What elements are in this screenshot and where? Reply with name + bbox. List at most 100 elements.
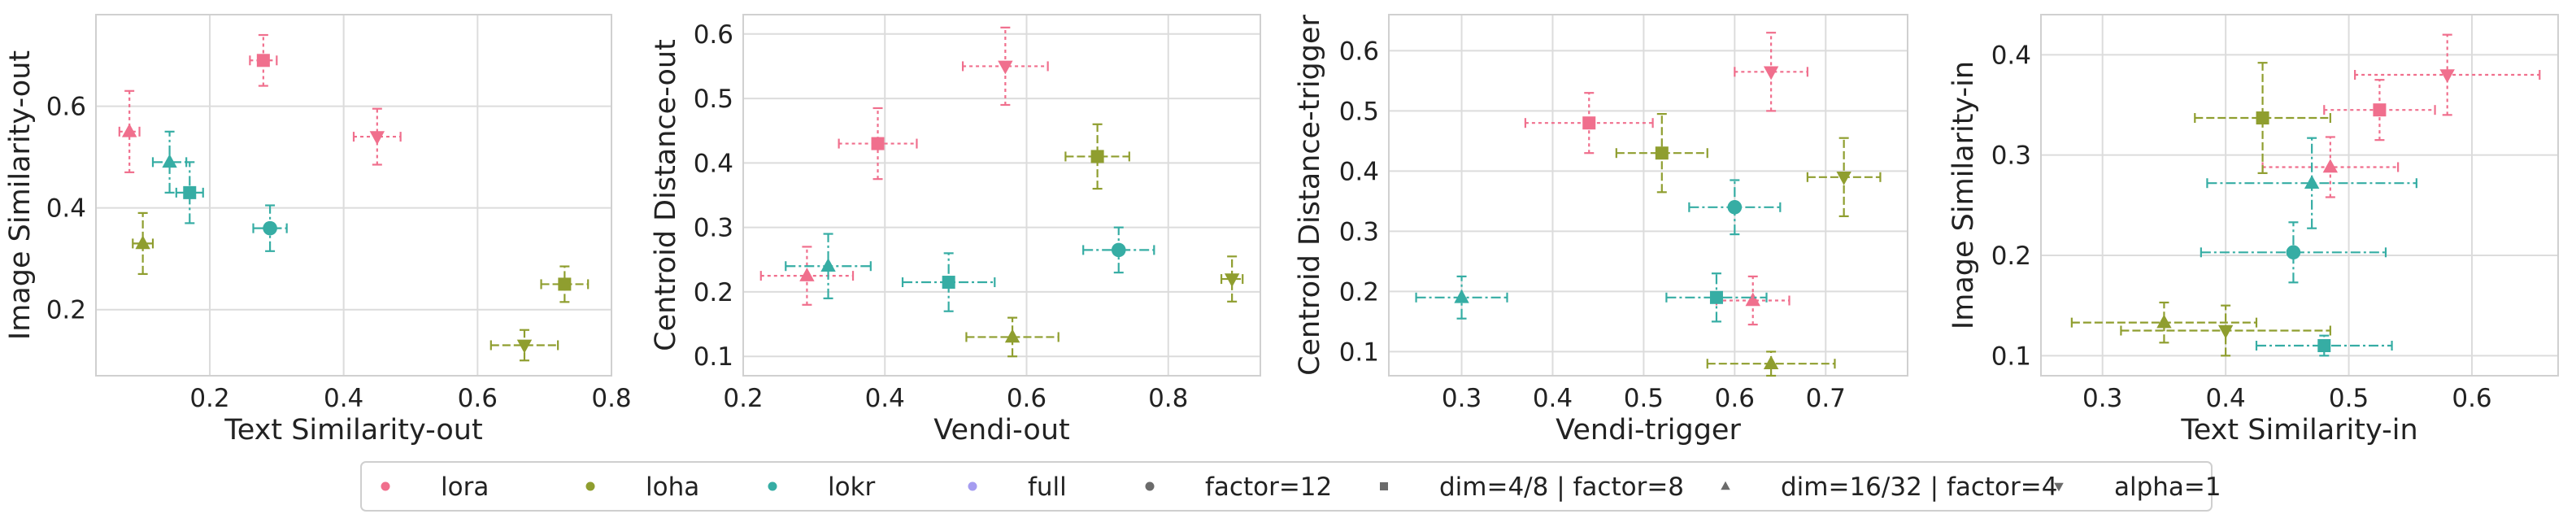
legend-marker [768, 481, 777, 491]
x-tick-label: 0.4 [2205, 384, 2245, 413]
point-marker [369, 131, 385, 146]
point-marker [1727, 200, 1743, 215]
point-marker [1111, 242, 1126, 258]
data-point-lora-square [1524, 92, 1654, 155]
point-marker [1004, 329, 1020, 343]
y-tick-label: 0.4 [1339, 157, 1379, 186]
legend-marker [381, 481, 390, 491]
data-point-lora-triangle-up [2261, 136, 2400, 198]
point-marker [2217, 324, 2234, 339]
data-point-loha-square [2194, 62, 2331, 174]
x-tick-label: 0.3 [1442, 384, 1482, 413]
point-marker [1224, 273, 1240, 288]
y-tick-label: 0.1 [1339, 338, 1379, 367]
x-tick-label: 0.6 [1007, 384, 1046, 413]
point-marker [871, 137, 885, 150]
point-marker [121, 123, 137, 137]
data-point-loha-triangle-down [1806, 137, 1882, 217]
x-axis-label: Text Similarity-out [224, 414, 482, 446]
y-tick-label: 0.2 [1991, 242, 2031, 271]
data-point-lora-triangle-up [1715, 275, 1791, 326]
point-marker [2304, 175, 2320, 189]
chart-panel-2: 0.2 0.4 0.6 0.80.10.20.30.40.50.6Vendi-outC… [650, 14, 1261, 446]
data-point-lokr-triangle-up [2206, 137, 2417, 229]
legend-entry: full [968, 473, 1067, 502]
y-tick-label: 0.2 [694, 278, 733, 307]
y-tick-label: 0.6 [46, 93, 86, 122]
data-point-lokr-square [2255, 334, 2393, 357]
legend-entry: dim=16/32 | factor=4 [1721, 473, 2057, 502]
legend-label: loha [646, 473, 699, 502]
legend-entry: dim=4/8 | factor=8 [1380, 473, 1684, 502]
point-marker [1655, 146, 1669, 160]
x-tick-label: 0.8 [1148, 384, 1188, 413]
data-point-lokr-triangle-up [1415, 275, 1508, 320]
x-tick-label: 0.5 [2329, 384, 2369, 413]
point-marker [263, 220, 277, 236]
chart-panel-3: 0.3 0.4 0.5 0.6 0.70.10.20.30.40.50.6Vendi-t… [1294, 14, 1908, 446]
x-tick-label: 0.6 [1715, 384, 1755, 413]
legend-label: factor=12 [1205, 473, 1332, 502]
legend-marker [585, 481, 595, 491]
point-marker [820, 258, 836, 272]
data-point-lora-triangle-down [2354, 33, 2541, 116]
y-tick-label: 0.2 [1339, 277, 1379, 307]
legend-label: dim=16/32 | factor=4 [1781, 473, 2057, 502]
legend-marker [968, 481, 977, 491]
point-marker [516, 339, 533, 354]
data-point-loha-triangle-up [965, 316, 1060, 358]
data-point-lokr-circle [1082, 226, 1155, 274]
data-point-lokr-circle [252, 204, 288, 252]
point-marker [183, 185, 197, 199]
point-marker [256, 54, 270, 68]
point-marker [2256, 111, 2269, 125]
legend-label: lokr [828, 473, 876, 502]
x-tick-label: 0.8 [591, 384, 631, 413]
y-tick-label: 0.4 [1991, 41, 2031, 70]
point-marker [2317, 339, 2331, 352]
data-point-lora-triangle-up [759, 246, 855, 306]
x-tick-label: 0.4 [865, 384, 905, 413]
y-axis-label: Image Similarity-out [4, 50, 37, 340]
data-point-lora-square [2323, 79, 2436, 142]
x-tick-label: 0.7 [1806, 384, 1846, 413]
y-tick-label: 0.5 [1339, 97, 1379, 126]
y-tick-label: 0.6 [1339, 37, 1379, 66]
point-marker [558, 277, 572, 291]
y-tick-label: 0.6 [694, 20, 733, 50]
data-point-lora-triangle-up [118, 89, 141, 173]
x-tick-label: 0.5 [1624, 384, 1664, 413]
x-tick-label: 0.4 [324, 384, 363, 413]
legend-entry: factor=12 [1145, 473, 1332, 502]
legend-entry: lora [381, 473, 489, 502]
point-marker [1763, 355, 1779, 369]
y-tick-label: 0.5 [694, 85, 733, 114]
legend: lora loha lokr full factor=12 dim=4/8 | facto… [360, 461, 2221, 512]
data-point-loha-triangle-up [2070, 301, 2258, 344]
point-marker [1582, 116, 1596, 130]
x-tick-label: 0.2 [723, 384, 763, 413]
data-point-lokr-triangle-up [151, 130, 188, 194]
point-marker [1745, 292, 1760, 307]
legend-marker [2054, 482, 2064, 492]
point-marker [2286, 245, 2301, 260]
data-point-lora-triangle-down [1734, 32, 1808, 112]
x-tick-label: 0.6 [2452, 384, 2491, 413]
data-point-lora-square [249, 33, 278, 87]
point-marker [2439, 69, 2455, 83]
legend-marker [1145, 481, 1155, 491]
legend-label: alpha=1 [2114, 473, 2221, 502]
x-tick-label: 0.2 [189, 384, 229, 413]
point-marker [799, 268, 815, 281]
data-point-lora-square [838, 107, 918, 181]
legend-box [360, 461, 2213, 512]
y-tick-label: 0.3 [1339, 217, 1379, 246]
plot-frame [2040, 14, 2559, 377]
data-point-lokr-triangle-up [785, 233, 872, 299]
y-tick-label: 0.1 [1991, 342, 2031, 371]
data-point-loha-triangle-up [132, 211, 154, 276]
legend-marker [1380, 482, 1388, 490]
